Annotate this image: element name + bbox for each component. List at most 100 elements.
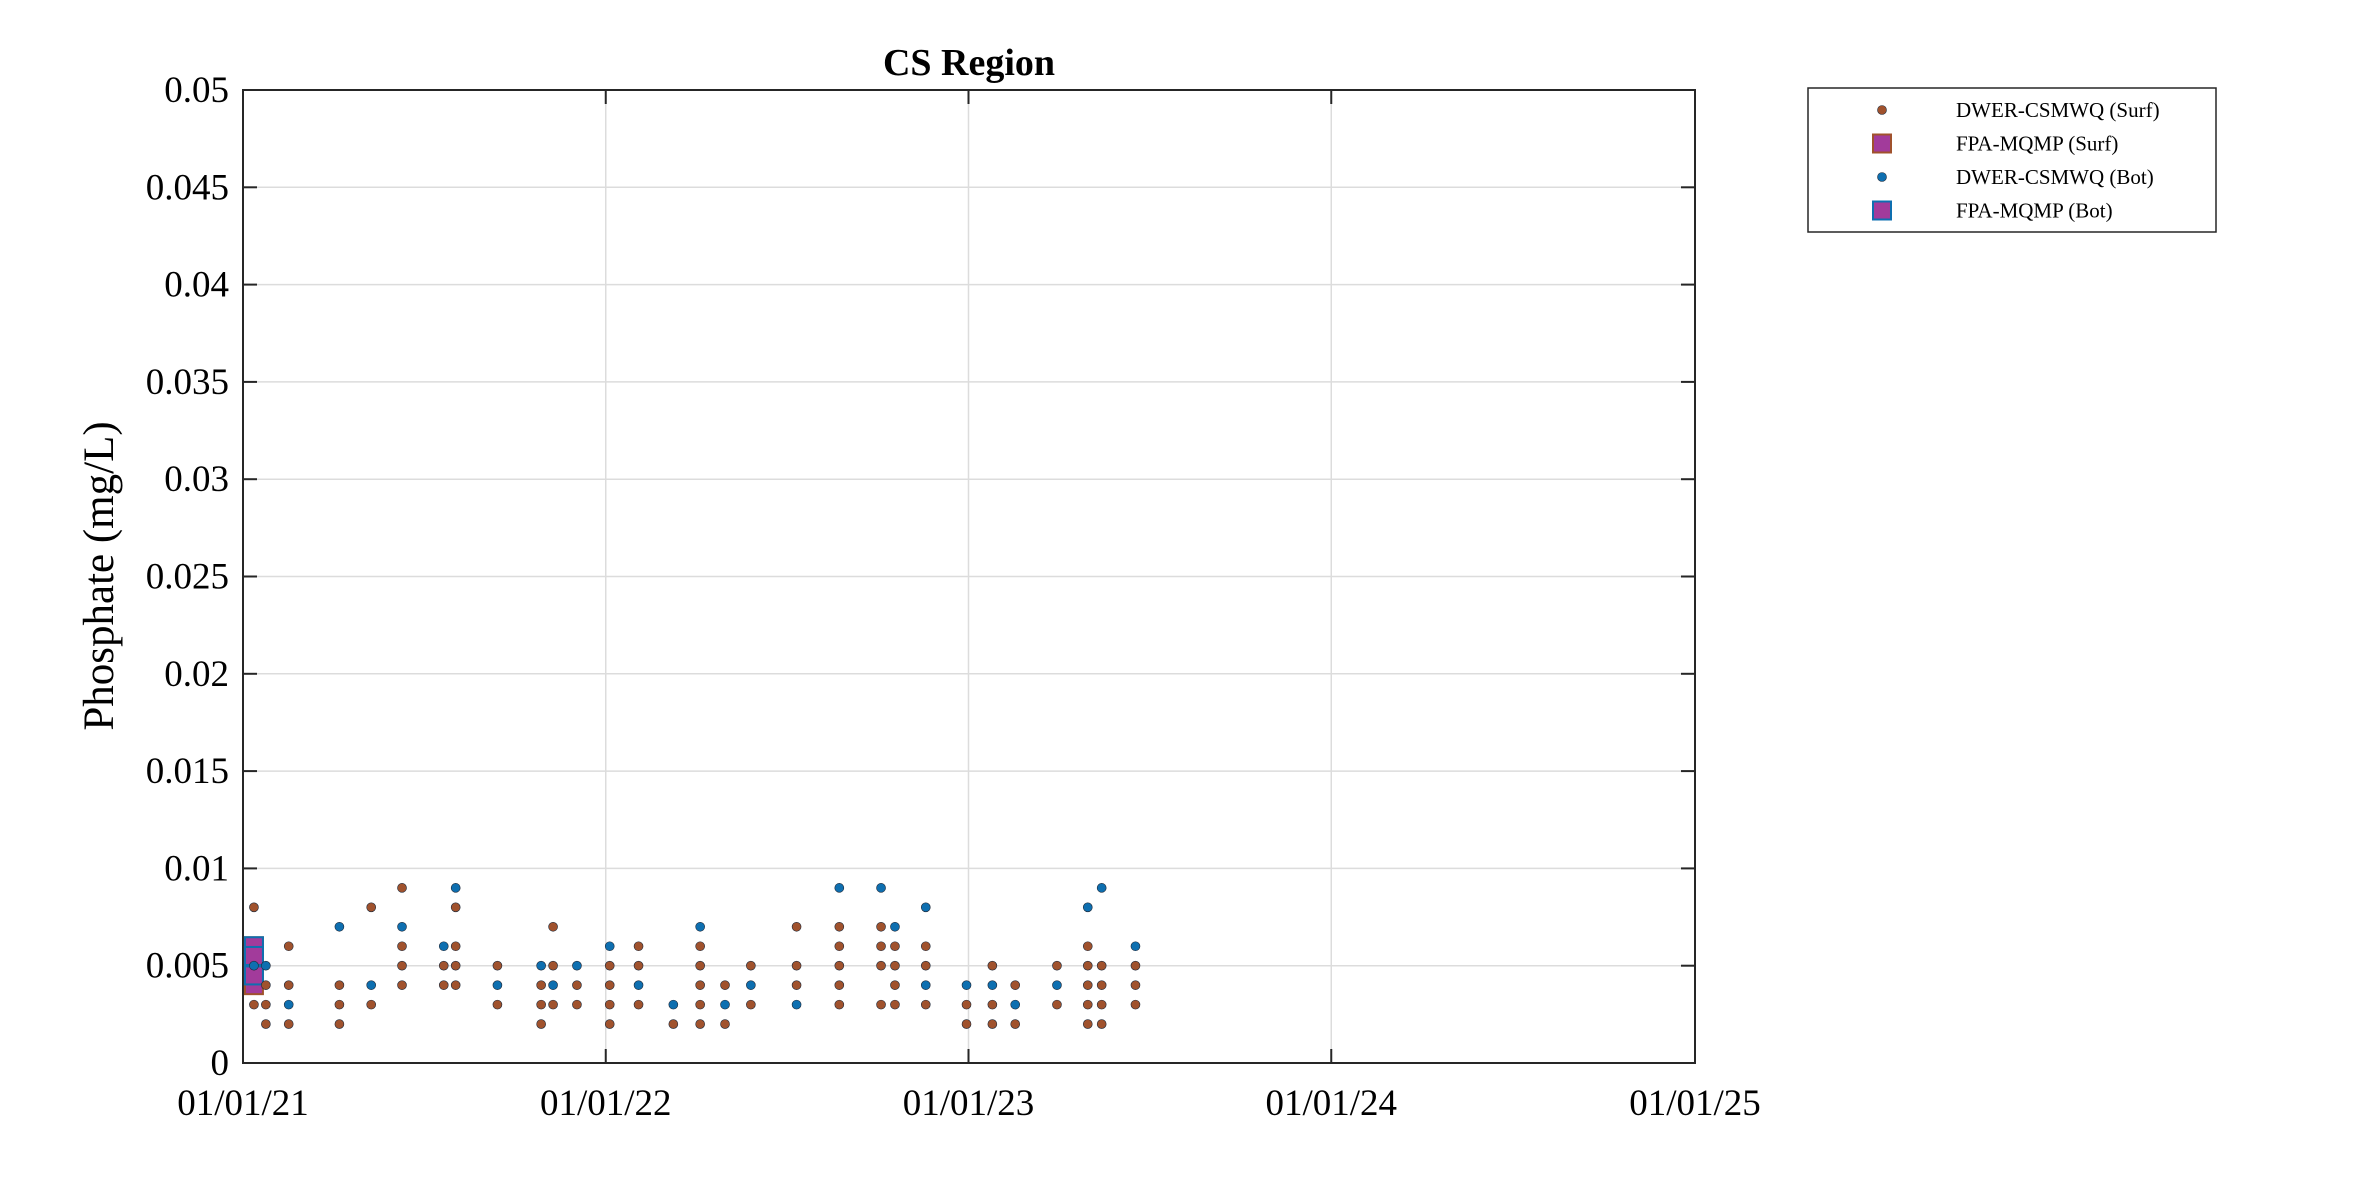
legend-marker — [1872, 200, 1892, 221]
legend-label: DWER-CSMWQ (Surf) — [1956, 98, 2160, 122]
data-point — [366, 980, 377, 990]
data-point — [834, 883, 845, 893]
data-point — [1096, 1019, 1107, 1029]
data-point — [1052, 960, 1062, 971]
data-point — [834, 960, 845, 971]
data-point — [987, 999, 998, 1010]
data-point — [261, 960, 271, 971]
data-point — [695, 941, 705, 952]
data-point — [1130, 999, 1141, 1010]
y-tick-label: 0.02 — [164, 654, 229, 695]
data-point — [1082, 1019, 1093, 1029]
data-point — [366, 902, 377, 913]
data-point — [450, 902, 461, 913]
data-point — [261, 1019, 271, 1029]
data-point — [450, 980, 461, 990]
data-point — [536, 999, 546, 1010]
legend-label: FPA-MQMP (Bot) — [1956, 199, 2113, 223]
data-point — [604, 980, 615, 990]
data-point — [1052, 980, 1062, 990]
data-point — [1130, 980, 1141, 990]
data-point — [1010, 1019, 1021, 1029]
y-tick-label: 0 — [211, 1043, 230, 1084]
data-point — [890, 941, 900, 952]
legend-label: DWER-CSMWQ (Bot) — [1956, 165, 2154, 189]
data-point — [604, 1019, 615, 1029]
x-tick-label: 01/01/25 — [1629, 1083, 1761, 1124]
data-point — [633, 999, 644, 1010]
data-point — [492, 999, 503, 1010]
data-point — [536, 960, 546, 971]
y-tick-label: 0.005 — [146, 946, 229, 987]
data-point — [920, 980, 931, 990]
tick-labels: 0 0.005 0.01 0.015 0.02 0.025 0.03 0.035 0.04 0.0… — [146, 70, 1761, 1124]
data-point — [334, 1019, 345, 1029]
data-point — [261, 980, 271, 990]
data-point — [720, 999, 730, 1010]
data-point — [1130, 941, 1141, 952]
data-point — [334, 921, 345, 932]
y-tick-label: 0.04 — [164, 265, 229, 306]
y-tick-label: 0.045 — [146, 167, 229, 208]
data-point — [890, 921, 900, 932]
data-point — [987, 1019, 998, 1029]
data-point — [1096, 960, 1107, 971]
legend-label: FPA-MQMP (Surf) — [1956, 132, 2118, 156]
data-point — [492, 980, 503, 990]
data-point — [366, 999, 377, 1010]
axis-ticks — [242, 89, 1696, 1064]
legend-marker — [1872, 133, 1892, 154]
data-point — [438, 960, 449, 971]
data-point — [961, 980, 972, 990]
data-point — [791, 921, 802, 932]
data-point — [334, 999, 345, 1010]
x-tick-label: 01/01/24 — [1265, 1083, 1397, 1124]
data-point — [450, 941, 461, 952]
chart-title: CS Region — [883, 42, 1055, 84]
y-tick-label: 0.05 — [164, 70, 229, 111]
data-point — [695, 960, 705, 971]
data-point — [791, 960, 802, 971]
data-point — [668, 999, 679, 1010]
data-point — [492, 960, 503, 971]
data-point — [890, 980, 900, 990]
data-point — [572, 980, 582, 990]
data-point — [695, 999, 705, 1010]
x-tick-label: 01/01/23 — [903, 1083, 1035, 1124]
data-point — [961, 999, 972, 1010]
y-tick-label: 0.03 — [164, 459, 229, 500]
data-point — [695, 1019, 705, 1029]
data-point — [961, 1019, 972, 1029]
legend-marker — [1877, 105, 1887, 115]
data-point — [548, 980, 558, 990]
data-point — [397, 960, 407, 971]
x-tick-label: 01/01/22 — [540, 1083, 672, 1124]
data-point — [283, 941, 294, 952]
y-tick-label: 0.01 — [164, 848, 229, 889]
data-point — [987, 980, 998, 990]
data-point — [633, 980, 644, 990]
data-point — [920, 999, 931, 1010]
data-point — [876, 921, 886, 932]
data-point — [876, 883, 886, 893]
data-point — [987, 960, 998, 971]
data-point — [283, 999, 294, 1010]
data-point — [890, 960, 900, 971]
data-point — [249, 902, 259, 913]
data-point — [1010, 980, 1021, 990]
data-point — [397, 883, 407, 893]
data-point — [536, 1019, 546, 1029]
data-point — [1082, 980, 1093, 990]
data-point — [397, 941, 407, 952]
data-point — [397, 921, 407, 932]
data-point — [548, 921, 558, 932]
data-point — [604, 999, 615, 1010]
data-point — [834, 980, 845, 990]
data-point — [1096, 999, 1107, 1010]
data-points — [243, 883, 1141, 1029]
data-point — [633, 960, 644, 971]
data-point — [834, 921, 845, 932]
data-point — [1096, 883, 1107, 893]
